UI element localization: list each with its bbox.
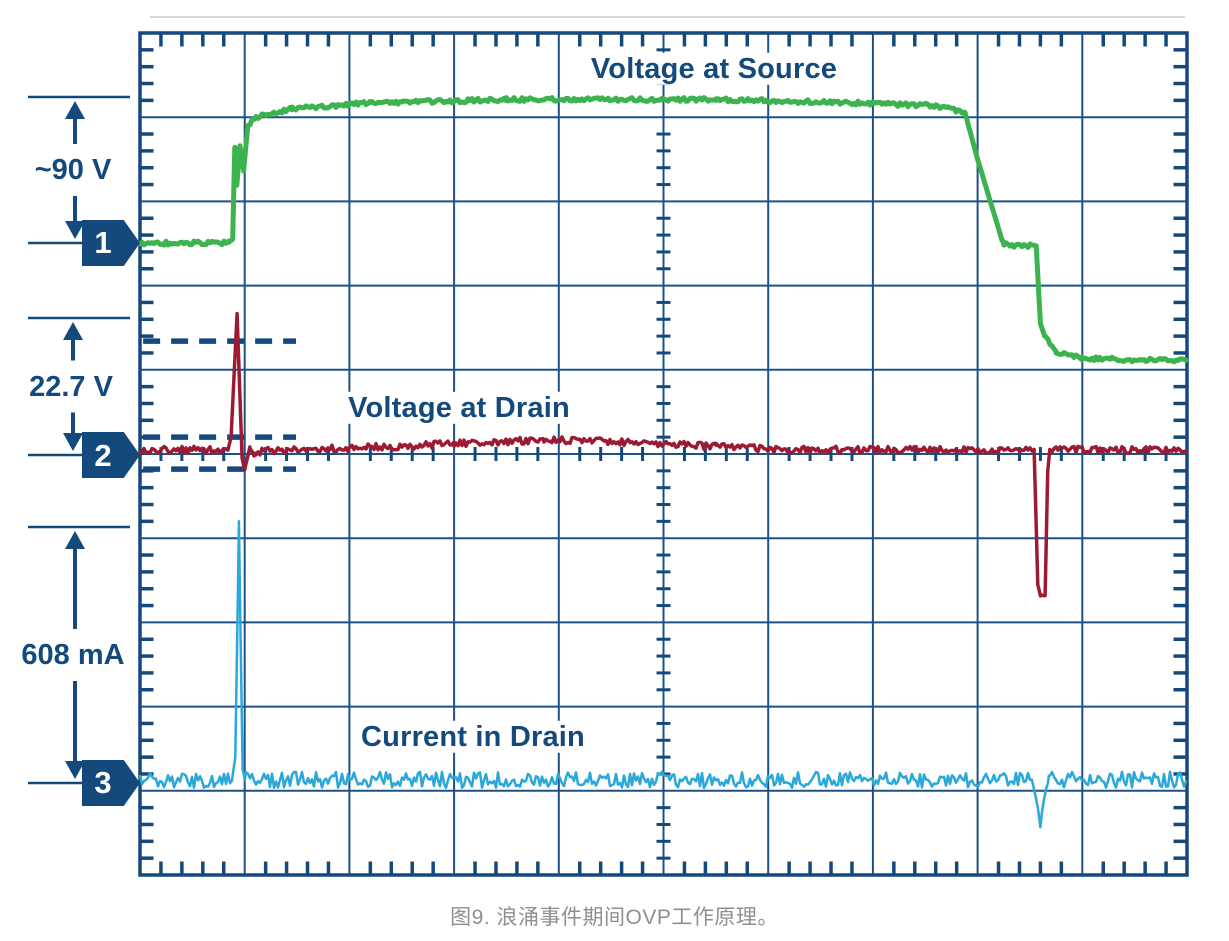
channel-3-number: 3 (94, 765, 112, 801)
graticule (138, 31, 1189, 877)
waveform-traces (137, 95, 1189, 829)
measurement-label-22-7v: 22.7 V (29, 370, 113, 403)
figure-caption: 图9. 浪涌事件期间OVP工作原理。 (450, 906, 779, 929)
dashed-reference-lines (143, 338, 297, 472)
trace-current-in-drain (138, 519, 1188, 829)
measurement-label-90v: ~90 V (34, 153, 112, 186)
measurement-annotations (28, 95, 130, 785)
channel-2-number: 2 (94, 437, 112, 473)
trace-voltage-at-source (137, 95, 1189, 365)
trace-label-voltage-at-source: Voltage at Source (583, 52, 845, 86)
channel-1-number: 1 (94, 225, 112, 261)
measurement-label-608ma: 608 mA (21, 638, 125, 671)
trace-label-voltage-at-drain: Voltage at Drain (341, 391, 577, 425)
trace-voltage-at-drain (138, 311, 1188, 598)
trace-label-current-in-drain: Current in Drain (354, 720, 592, 754)
